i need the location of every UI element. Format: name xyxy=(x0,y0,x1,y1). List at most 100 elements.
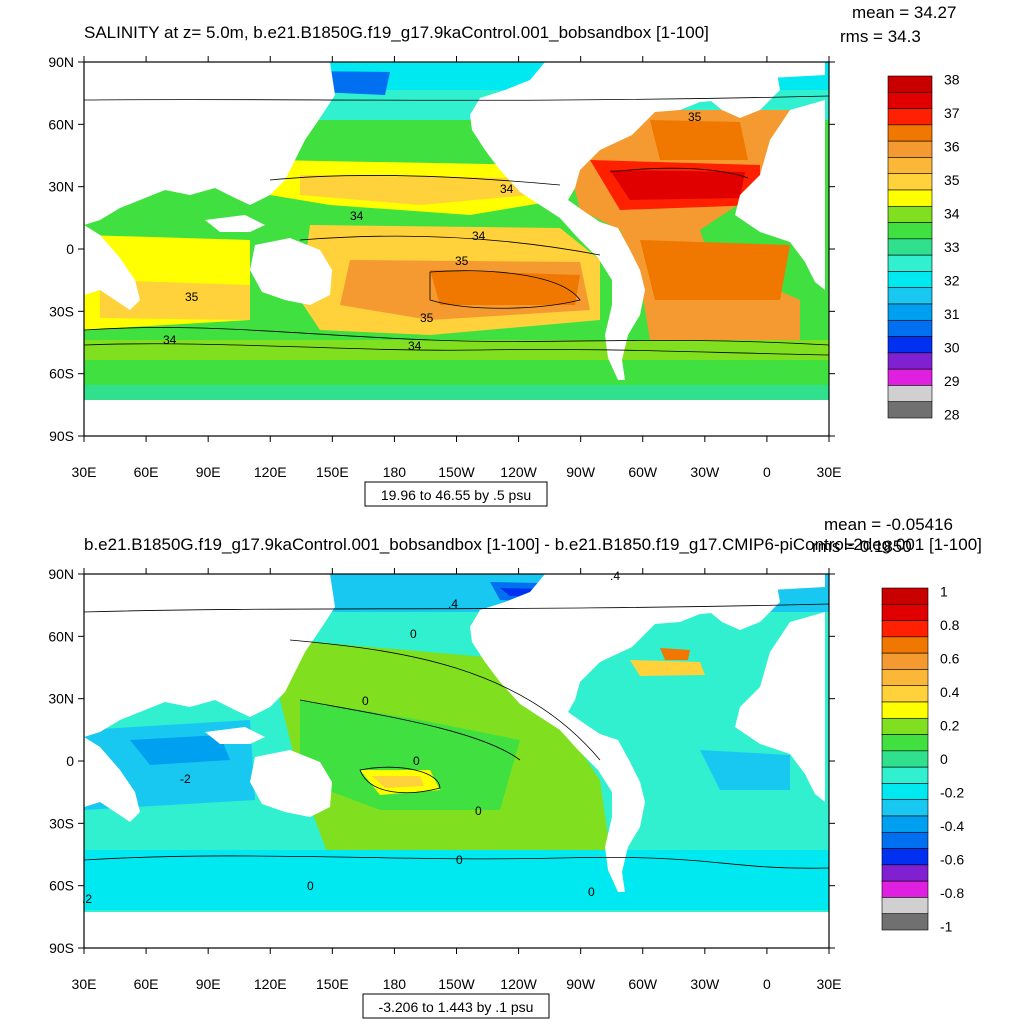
lat-label: 90N xyxy=(48,566,74,582)
colorbar-swatch xyxy=(881,880,929,898)
colorbar-label: 0 xyxy=(940,751,948,767)
colorbar-swatch xyxy=(887,91,933,109)
panel-title: SALINITY at z= 5.0m, b.e21.B1850G.f19_g1… xyxy=(84,23,709,42)
colorbar-label: 31 xyxy=(944,306,960,322)
lon-label: 30E xyxy=(72,464,97,480)
colorbar-swatch xyxy=(881,701,929,719)
contour-label: 34 xyxy=(472,229,486,243)
colorbar-label: 37 xyxy=(944,105,960,121)
colorbar-swatch xyxy=(887,108,933,126)
colorbar-label: 0.6 xyxy=(940,650,960,666)
lon-label: 90W xyxy=(566,464,596,480)
lat-label: 60N xyxy=(48,628,74,644)
lat-label: 60N xyxy=(48,116,74,132)
lat-label: 90S xyxy=(49,428,74,444)
panel-salinity: SALINITY at z= 5.0m, b.e21.B1850G.f19_g1… xyxy=(48,3,960,507)
colorbar-swatch xyxy=(887,271,933,289)
lon-label: 150W xyxy=(438,464,475,480)
map-axes: 90N 60N 30N 0 30S 60S 90S 30E 60E 90E 120E 150E 180 1… xyxy=(48,566,841,992)
colorbar-swatch xyxy=(887,75,933,93)
lat-label: 0 xyxy=(66,753,74,769)
lon-label: 180 xyxy=(383,464,407,480)
colorbar-label: -0.6 xyxy=(940,852,964,868)
contour-label: 0 xyxy=(413,754,420,768)
contour-label: 0 xyxy=(475,804,482,818)
colorbar-label: 34 xyxy=(944,205,960,221)
colorbar-label: 0.4 xyxy=(940,684,960,700)
panel-title: b.e21.B1850G.f19_g17.9kaControl.001_bobs… xyxy=(84,535,982,554)
salinity-map xyxy=(84,62,829,436)
colorbar-swatch xyxy=(887,368,933,386)
colorbar-swatch xyxy=(887,352,933,370)
colorbar-swatch xyxy=(881,620,929,638)
colorbar-label: 33 xyxy=(944,239,960,255)
lon-label: 0 xyxy=(763,464,771,480)
colorbar-swatch xyxy=(887,336,933,354)
colorbar-swatch xyxy=(887,238,933,256)
colorbar-label: 36 xyxy=(944,138,960,154)
lat-label: 30N xyxy=(48,179,74,195)
colorbar-swatch xyxy=(887,222,933,240)
colorbar-swatch xyxy=(887,124,933,142)
colorbar-swatch xyxy=(881,897,929,915)
contour-label: -2 xyxy=(180,772,191,786)
lon-label: 30E xyxy=(72,976,97,992)
contour-label: .4 xyxy=(610,569,620,583)
colorbar-swatch xyxy=(881,783,929,801)
colorbar-swatch xyxy=(881,913,929,931)
colorbar-swatch xyxy=(881,848,929,866)
salinity-diff-map xyxy=(84,574,829,948)
lat-label: 30S xyxy=(49,815,74,831)
contour-label: 0 xyxy=(362,694,369,708)
lat-label: 60S xyxy=(49,366,74,382)
colorbar-label: 28 xyxy=(944,407,960,423)
range-note: 19.96 to 46.55 by .5 psu xyxy=(381,487,531,503)
mean-stat: mean = -0.05416 xyxy=(824,515,953,534)
lon-label: 0 xyxy=(763,976,771,992)
colorbar-swatch xyxy=(887,401,933,419)
lon-label: 60E xyxy=(134,464,159,480)
colorbar-swatch xyxy=(881,685,929,703)
contour-label: 35 xyxy=(455,254,469,268)
contour-label: 35 xyxy=(420,311,434,325)
lon-label: 30E xyxy=(817,976,842,992)
contour-label: 34 xyxy=(408,339,422,353)
mean-stat: mean = 34.27 xyxy=(852,3,956,22)
rms-stat: rms = 34.3 xyxy=(840,27,921,46)
colorbar-swatch xyxy=(887,140,933,158)
contour-label: .4 xyxy=(448,597,458,611)
map-axes: 90N 60N 30N 0 30S 60S 90S 30E 60E 90E 120E 150E 180 1… xyxy=(48,54,841,480)
colorbar-swatch xyxy=(887,254,933,272)
lon-label: 120E xyxy=(254,464,287,480)
lon-label: 60W xyxy=(628,464,658,480)
lon-label: 150E xyxy=(316,464,349,480)
lon-label: 120E xyxy=(254,976,287,992)
lon-label: 90E xyxy=(196,976,221,992)
colorbar-label: 32 xyxy=(944,273,960,289)
rms-stat: rms = 0.1850 xyxy=(812,537,912,556)
colorbar-label: -0.8 xyxy=(940,885,964,901)
lat-label: 90S xyxy=(49,940,74,956)
colorbar-swatch xyxy=(881,815,929,833)
contour-label: 35 xyxy=(185,290,199,304)
colorbar-swatch xyxy=(887,319,933,337)
contour-label: .2 xyxy=(82,892,92,906)
lat-label: 60S xyxy=(49,878,74,894)
contour-label: 34 xyxy=(350,209,364,223)
range-note-box xyxy=(362,993,550,1019)
lon-label: 30W xyxy=(690,976,720,992)
colorbar-swatch xyxy=(887,157,933,175)
colorbar-swatch xyxy=(881,587,929,605)
contour-label: 34 xyxy=(163,333,177,347)
range-note: -3.206 to 1.443 by .1 psu xyxy=(379,999,534,1015)
colorbar-swatch xyxy=(887,385,933,403)
lon-label: 150E xyxy=(316,976,349,992)
colorbar-label: 0.8 xyxy=(940,617,960,633)
panel-salinity-diff: b.e21.B1850G.f19_g17.9kaControl.001_bobs… xyxy=(48,515,982,1019)
lon-label: 180 xyxy=(383,976,407,992)
lat-label: 30N xyxy=(48,691,74,707)
colorbar-label: 29 xyxy=(944,373,960,389)
colorbar-swatch xyxy=(881,799,929,817)
colorbar-label: -1 xyxy=(940,919,953,935)
